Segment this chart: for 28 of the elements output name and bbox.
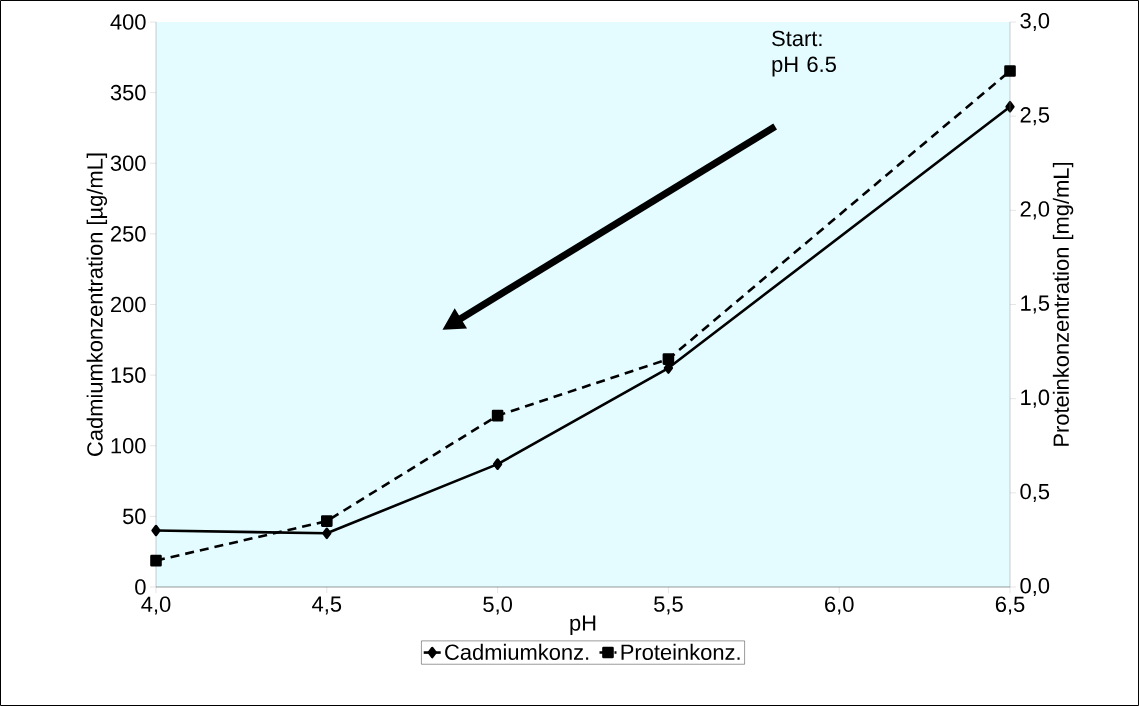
- x-tick-label: 5,5: [654, 596, 683, 615]
- y-tick-label: 0: [135, 579, 146, 595]
- y-tick-label: 350: [110, 84, 146, 101]
- y2-tick-label: 0,0: [1020, 577, 1050, 597]
- y-tick-label: 50: [122, 508, 146, 525]
- y2-tick-label: 1,0: [1021, 389, 1050, 408]
- x-tick-label: 4,0: [141, 596, 171, 615]
- y-tick-label: 400: [110, 14, 146, 30]
- legend-label: Cadmiumkonz.: [445, 643, 589, 660]
- y2-tick-label: 3,0: [1020, 12, 1050, 32]
- x-tick-label: 5,0: [483, 596, 512, 615]
- y2-tick-label: 2,5: [1020, 107, 1050, 126]
- y2-axis-title: Proteinkonzentration [mg/mL]: [1052, 162, 1074, 446]
- x-tick-label: 6,0: [825, 596, 854, 615]
- y2-tick-label: 0,5: [1020, 483, 1050, 502]
- legend-label: Proteinkonz.: [621, 643, 740, 660]
- x-axis-title: pH: [570, 615, 596, 636]
- y-tick-label: 250: [111, 226, 146, 242]
- annotation: Start: pH 6.5: [772, 30, 836, 77]
- x-tick-label: 4,5: [312, 596, 342, 615]
- y-axis-title: Cadmiumkonzentration [µg/mL]: [86, 153, 108, 456]
- y2-tick-label: 2,0: [1020, 201, 1050, 220]
- y-tick-label: 200: [111, 296, 146, 313]
- y-tick-label: 100: [111, 437, 146, 454]
- y-tick-label: 150: [111, 367, 146, 383]
- y-tick-label: 300: [110, 155, 146, 172]
- y2-tick-label: 1,5: [1021, 295, 1050, 314]
- x-tick-label: 6,5: [995, 596, 1025, 615]
